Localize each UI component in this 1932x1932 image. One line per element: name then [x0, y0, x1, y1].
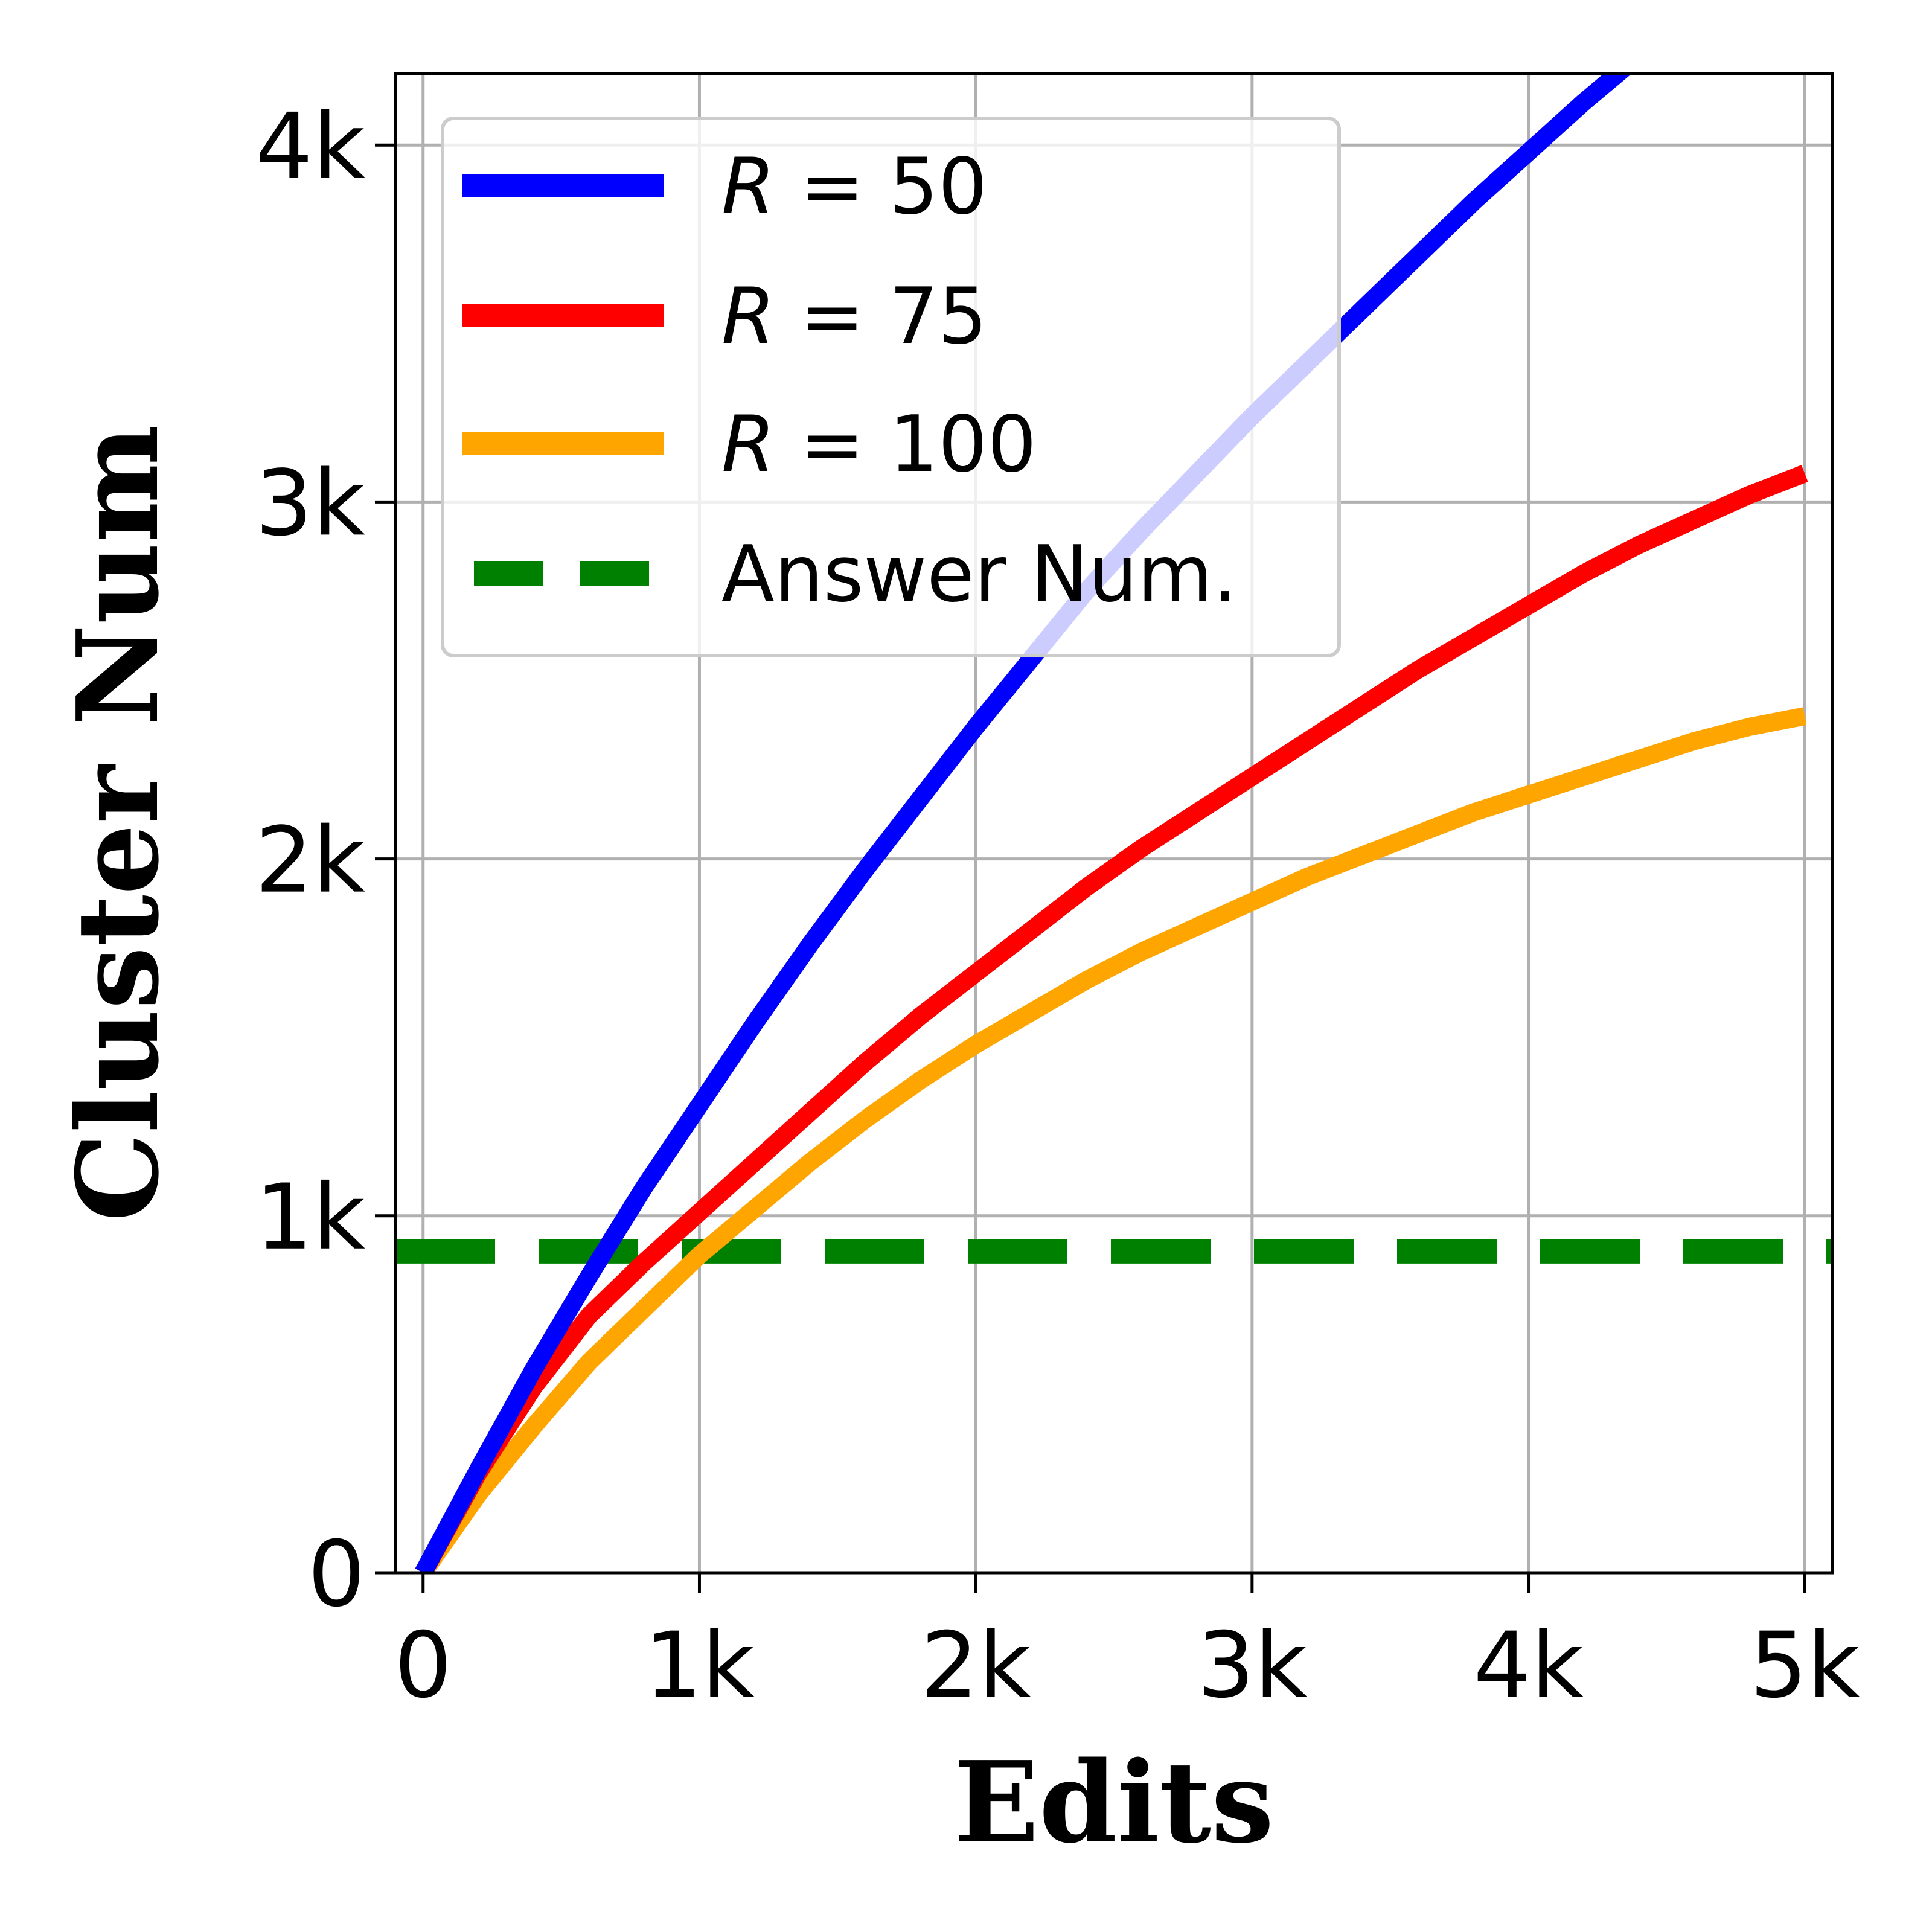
legend: R = 50 R = 75 R = 100 Answer Num.: [441, 117, 1341, 657]
series-line-2: [415, 707, 1807, 1573]
legend-label: R = 75: [721, 272, 987, 362]
legend-label: R = 50: [721, 142, 987, 232]
legend-label: Answer Num.: [721, 529, 1237, 619]
x-tick-label: 2k: [921, 1613, 1031, 1718]
x-tick-label: 1k: [644, 1613, 754, 1718]
x-tick-label: 3k: [1197, 1613, 1307, 1718]
x-tick-label: 4k: [1473, 1613, 1583, 1718]
x-tick-label: 5k: [1750, 1613, 1860, 1718]
y-tick-label: 0: [308, 1522, 365, 1627]
series-line-1: [415, 465, 1808, 1573]
y-axis-title: Cluster Num: [52, 424, 184, 1222]
ticks: 0 1k 2k 3k 4k 5k 0 1k 2k 3k 4k: [255, 94, 1860, 1718]
y-tick-label: 1k: [255, 1165, 365, 1270]
legend-box: [441, 117, 1341, 657]
x-axis-title: Edits: [954, 1736, 1274, 1868]
y-tick-label: 3k: [255, 451, 365, 556]
legend-label: R = 100: [721, 400, 1037, 490]
plot-frame: [394, 72, 1834, 1575]
y-tick-label: 4k: [255, 94, 365, 199]
x-tick-label: 0: [394, 1613, 452, 1718]
y-tick-label: 2k: [255, 808, 365, 913]
